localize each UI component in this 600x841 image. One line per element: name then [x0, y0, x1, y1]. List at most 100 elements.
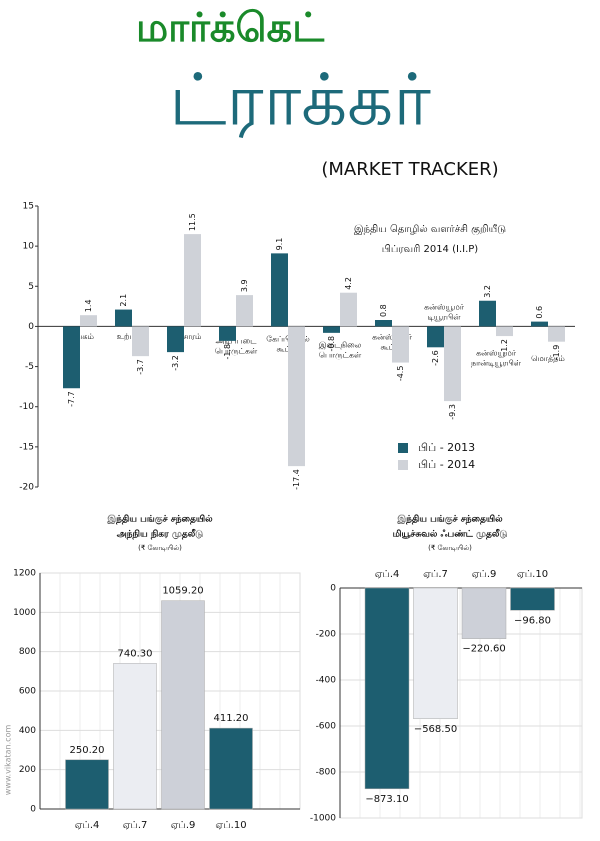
- value-label: -1.8: [223, 344, 232, 360]
- bar: [340, 292, 357, 327]
- y-tick-label: 1000: [13, 608, 36, 618]
- value-label: 0.8: [379, 304, 388, 317]
- y-tick-label: 10: [23, 242, 35, 252]
- bar: [209, 727, 253, 810]
- bar: [444, 326, 461, 402]
- chart-unit: (₹ கோடியில்): [138, 544, 182, 552]
- value-label: −873.10: [365, 794, 408, 805]
- value-label: -2.6: [431, 350, 440, 366]
- chart-subtitle: மியூச்சுவல் ஃபண்ட் முதலீடு: [393, 529, 508, 540]
- legend-label: பிப் - 2013: [418, 441, 475, 454]
- value-label: −220.60: [462, 644, 505, 655]
- bar: [364, 587, 410, 790]
- bar: [161, 600, 205, 810]
- value-label: −96.80: [514, 615, 551, 626]
- x-tick-label: ஏப்.7: [423, 569, 448, 580]
- bar: [219, 326, 236, 341]
- bar: [132, 326, 149, 357]
- y-tick-label: 0: [30, 805, 36, 815]
- bar: [413, 587, 458, 720]
- value-label: 4.2: [344, 277, 353, 290]
- value-label: -9.3: [448, 404, 457, 420]
- value-label: 1.4: [84, 299, 93, 312]
- value-label: 250.20: [70, 745, 105, 756]
- value-label: 740.30: [118, 648, 153, 659]
- x-tick-label: ஏப்.10: [517, 569, 548, 580]
- x-tick-label: ஏப்.9: [171, 820, 196, 831]
- value-label: -17.4: [292, 469, 301, 490]
- bar: [461, 587, 507, 639]
- value-label: 2.1: [119, 294, 128, 307]
- x-tick-label: ஏப்.10: [215, 820, 246, 831]
- y-tick-label: -15: [19, 442, 34, 452]
- y-tick-label: -800: [316, 768, 337, 778]
- value-label: 3.9: [240, 279, 249, 292]
- y-tick-label: 0: [28, 322, 34, 332]
- x-tick-label: ஏப்.4: [375, 569, 400, 580]
- title2: ட்ராக்கர்: [169, 58, 431, 142]
- bar: [236, 295, 253, 327]
- x-tick-label: கன்ஸ்யூமர் நான்டியூரபிள்: [471, 348, 522, 367]
- bar: [113, 663, 157, 810]
- x-tick-label: அடிப்படைபொருட்கள்: [215, 336, 258, 356]
- x-tick-label: கன்ஸ்யூமர் டியூரபிள்: [424, 302, 465, 321]
- y-tick-label: 1200: [13, 569, 36, 579]
- y-tick-label: -600: [316, 722, 337, 732]
- chart-subtitle: அந்நிய நிகர முதலீடு: [117, 529, 203, 540]
- value-label: 11.5: [188, 213, 197, 231]
- x-tick-label: இடைநிலை பொருட்கள்: [319, 340, 362, 360]
- value-label: -4.5: [396, 366, 405, 382]
- y-tick-label: -1000: [310, 814, 336, 824]
- subtitle: (MARKET TRACKER): [321, 159, 498, 180]
- bar: [80, 315, 97, 327]
- y-tick-label: -200: [316, 630, 337, 640]
- y-tick-label: -400: [316, 676, 337, 686]
- bar: [479, 300, 496, 327]
- value-label: -0.8: [327, 336, 336, 352]
- value-label: -3.7: [136, 359, 145, 375]
- legend-swatch: [398, 460, 408, 470]
- bar: [392, 326, 409, 363]
- value-label: 3.2: [483, 285, 492, 298]
- bar: [510, 587, 555, 611]
- value-label: 0.6: [535, 306, 544, 319]
- value-label: -3.2: [171, 355, 180, 371]
- chart-title: இந்திய பங்குச் சந்தையில்: [106, 514, 213, 526]
- y-tick-label: -10: [19, 402, 34, 412]
- y-tick-label: 400: [19, 726, 36, 736]
- bar: [288, 326, 305, 467]
- value-label: 9.1: [275, 238, 284, 251]
- x-tick-label: ஏப்.4: [75, 820, 100, 831]
- bar: [427, 326, 444, 348]
- bar: [115, 309, 132, 327]
- value-label: -1.9: [552, 345, 561, 361]
- y-tick-label: 0: [330, 584, 336, 594]
- bar: [375, 320, 392, 327]
- legend-swatch: [398, 443, 408, 453]
- y-tick-label: -20: [19, 483, 34, 493]
- x-tick-label: ஏப்.7: [123, 820, 148, 831]
- bar: [63, 326, 80, 389]
- bar: [65, 759, 109, 810]
- y-tick-label: 600: [19, 687, 36, 697]
- chart-title: இந்திய தொழில் வளர்ச்சி குறியீடு: [354, 224, 506, 236]
- bar: [496, 326, 513, 337]
- chart-title: இந்திய பங்குச் சந்தையில்: [396, 514, 503, 526]
- x-tick-label: ஏப்.9: [472, 569, 497, 580]
- value-label: 411.20: [214, 713, 249, 724]
- y-tick-label: 200: [19, 765, 36, 775]
- value-label: −568.50: [414, 724, 457, 735]
- bar: [323, 326, 340, 333]
- legend-label: பிப் - 2014: [418, 458, 475, 471]
- value-label: -7.7: [67, 391, 76, 407]
- bar: [167, 326, 184, 353]
- value-label: -1.2: [500, 339, 509, 355]
- bar: [184, 234, 201, 327]
- title: மார்க்கெட்: [136, 5, 325, 51]
- y-tick-label: 800: [19, 647, 36, 657]
- bar: [548, 326, 565, 342]
- y-tick-label: 5: [28, 282, 34, 292]
- bar: [531, 321, 548, 327]
- y-tick-label: -5: [25, 362, 34, 372]
